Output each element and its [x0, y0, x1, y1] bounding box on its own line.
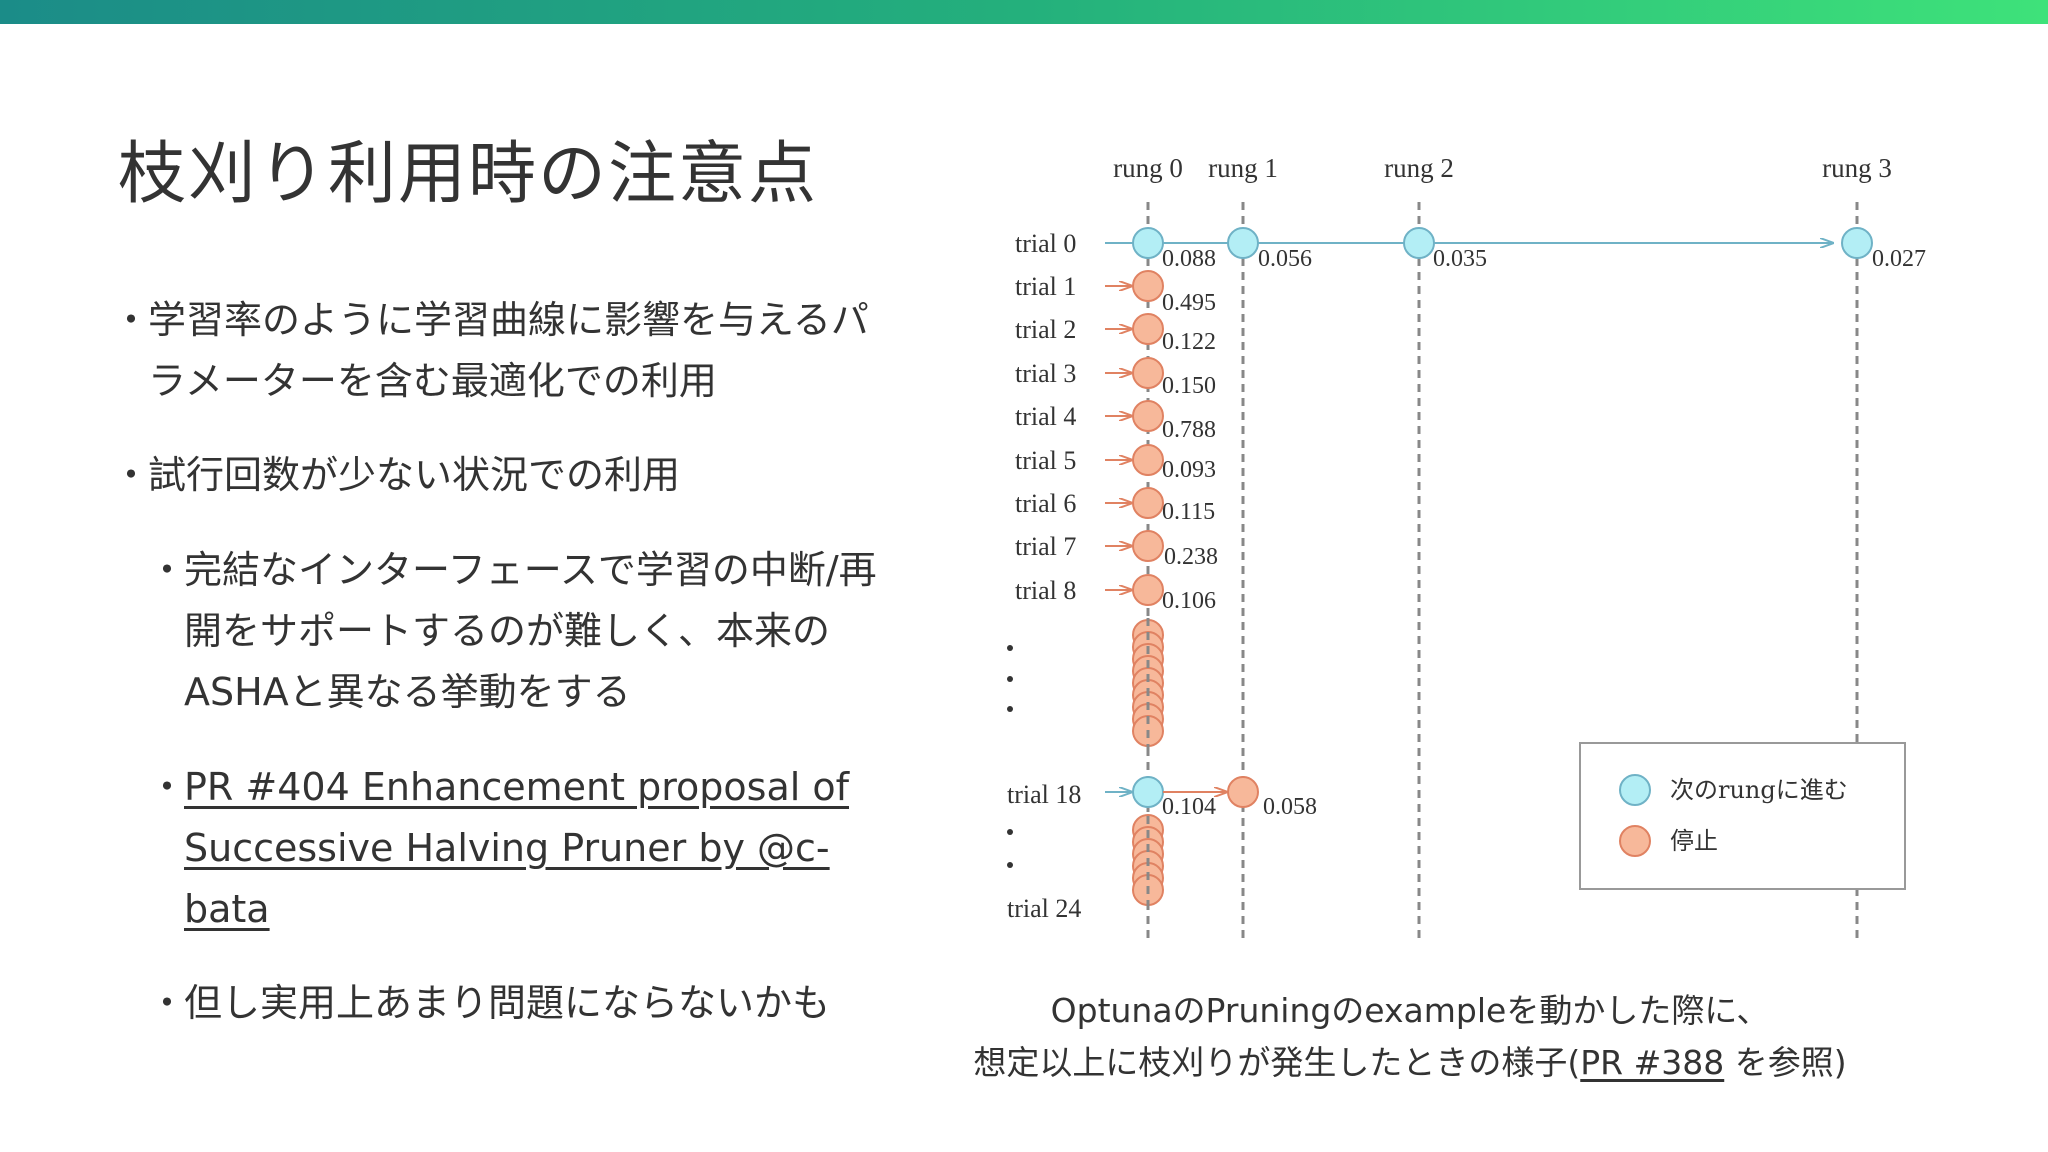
- promote-marker: [1227, 227, 1259, 259]
- caption-line-2-prefix: 想定以上に枝刈りが発生したときの様子(: [973, 1043, 1581, 1082]
- bullet-text: 完結なインターフェースで学習の中断/再開をサポートするのが難しく、本来のASHA…: [184, 548, 877, 714]
- bullet-item: ・ 試行回数が少ない状況での利用: [112, 445, 872, 506]
- stop-marker: [1227, 776, 1259, 808]
- pr-404-link[interactable]: PR #404 Enhancement proposal of Successi…: [184, 765, 849, 931]
- bullet-text: 試行回数が少ない状況での利用: [148, 453, 681, 497]
- trial-4-row: 0.788: [1105, 400, 1216, 443]
- trial-4-value: 0.788: [1162, 417, 1216, 443]
- stop-marker: [1132, 270, 1164, 302]
- rung-0-label: rung 0: [1113, 153, 1183, 183]
- rung-1-label: rung 1: [1208, 153, 1278, 183]
- bullet-text: 学習率のように学習曲線に影響を与えるパラメーターを含む最適化での利用: [148, 298, 869, 403]
- legend-box: [1579, 742, 1906, 890]
- trial-label: trial 8: [1015, 576, 1076, 605]
- trial-label: trial 5: [1015, 446, 1076, 475]
- trial-0-value-rung-1: 0.056: [1258, 246, 1312, 272]
- stop-marker: [1132, 487, 1164, 519]
- trial-3-value: 0.150: [1162, 373, 1216, 399]
- trial-0-value-rung-3: 0.027: [1872, 246, 1926, 272]
- stopped-trials-stack-1: [1132, 619, 1164, 747]
- pruning-diagram: rung 0 rung 1 rung 2 rung 3 trial 0 tria…: [1007, 153, 1926, 940]
- bullet-marker: ・: [148, 765, 187, 809]
- trial-18-value-rung-0: 0.104: [1162, 794, 1216, 820]
- sub-bullet-item: ・ PR #404 Enhancement proposal of Succes…: [148, 757, 888, 940]
- bullet-marker: ・: [148, 981, 187, 1025]
- rung-3-label: rung 3: [1822, 153, 1892, 183]
- trial-8-row: 0.106: [1105, 574, 1216, 614]
- promote-marker: [1132, 227, 1164, 259]
- legend-stop-icon: [1619, 825, 1651, 857]
- bullet-item: ・ 学習率のように学習曲線に影響を与えるパラメーターを含む最適化での利用: [112, 290, 872, 412]
- trial-2-row: 0.122: [1105, 313, 1216, 355]
- promote-marker: [1132, 776, 1164, 808]
- sub-bullet-item: ・ 完結なインターフェースで学習の中断/再開をサポートするのが難しく、本来のAS…: [148, 540, 888, 723]
- trial-8-value: 0.106: [1162, 588, 1216, 614]
- trial-2-value: 0.122: [1162, 329, 1216, 355]
- promote-marker: [1403, 227, 1435, 259]
- trial-5-row: 0.093: [1105, 444, 1216, 483]
- trial-7-row: 0.238: [1105, 530, 1218, 570]
- sub-bullet-item: ・ 但し実用上あまり問題にならないかも: [148, 973, 908, 1034]
- slide-title: 枝刈り利用時の注意点: [118, 135, 819, 214]
- stop-marker: [1132, 400, 1164, 432]
- stop-marker: [1132, 357, 1164, 389]
- legend-stop-label: 停止: [1670, 827, 1718, 855]
- trial-label: trial 1: [1015, 272, 1076, 301]
- trial-18-row: 0.104 0.058: [1105, 776, 1317, 820]
- caption-line-2-suffix: を参照): [1724, 1043, 1847, 1082]
- bullet-text: 但し実用上あまり問題にならないかも: [184, 981, 831, 1025]
- trial-1-value: 0.495: [1162, 290, 1216, 316]
- top-accent-bar: [0, 0, 2048, 24]
- legend-promote-label: 次のrungに進む: [1670, 776, 1848, 804]
- rung-2-label: rung 2: [1384, 153, 1454, 183]
- trial-label: trial 6: [1015, 489, 1076, 518]
- trial-label: trial 18: [1007, 780, 1081, 809]
- ellipsis-dots: [1007, 645, 1013, 868]
- bullet-marker: ・: [112, 453, 151, 497]
- stop-marker: [1132, 313, 1164, 345]
- stopped-trials-stack-2: [1132, 814, 1164, 906]
- trial-0-value-rung-0: 0.088: [1162, 246, 1216, 272]
- trial-label: trial 3: [1015, 359, 1076, 388]
- stop-marker: [1132, 444, 1164, 476]
- caption-line-1: OptunaのPruningのexampleを動かした際に、: [1050, 991, 1770, 1030]
- legend-promote-icon: [1619, 774, 1651, 806]
- trial-label: trial 24: [1007, 894, 1081, 923]
- figure-caption: OptunaのPruningのexampleを動かした際に、 想定以上に枝刈りが…: [960, 985, 1860, 1089]
- trial-7-value: 0.238: [1164, 544, 1218, 570]
- trial-label: trial 2: [1015, 315, 1076, 344]
- trial-label: trial 0: [1015, 229, 1076, 258]
- trial-18-value-rung-1: 0.058: [1263, 794, 1317, 820]
- trial-label: trial 4: [1015, 402, 1076, 431]
- pr-388-link[interactable]: PR #388: [1580, 1043, 1725, 1082]
- trial-6-row: 0.115: [1105, 487, 1215, 525]
- trial-3-row: 0.150: [1105, 357, 1216, 399]
- bullet-marker: ・: [112, 298, 151, 342]
- trial-6-value: 0.115: [1162, 499, 1215, 525]
- bullet-marker: ・: [148, 548, 187, 592]
- trial-5-value: 0.093: [1162, 457, 1216, 483]
- stop-marker: [1132, 574, 1164, 606]
- trial-1-row: 0.495: [1105, 270, 1216, 316]
- trial-0-value-rung-2: 0.035: [1433, 246, 1487, 272]
- stop-marker: [1132, 530, 1164, 562]
- caption-line-2: 想定以上に枝刈りが発生したときの様子(PR #388 を参照): [960, 1037, 1860, 1089]
- trial-label: trial 7: [1015, 532, 1076, 561]
- legend: 次のrungに進む 停止: [1579, 742, 1906, 890]
- promote-marker: [1841, 227, 1873, 259]
